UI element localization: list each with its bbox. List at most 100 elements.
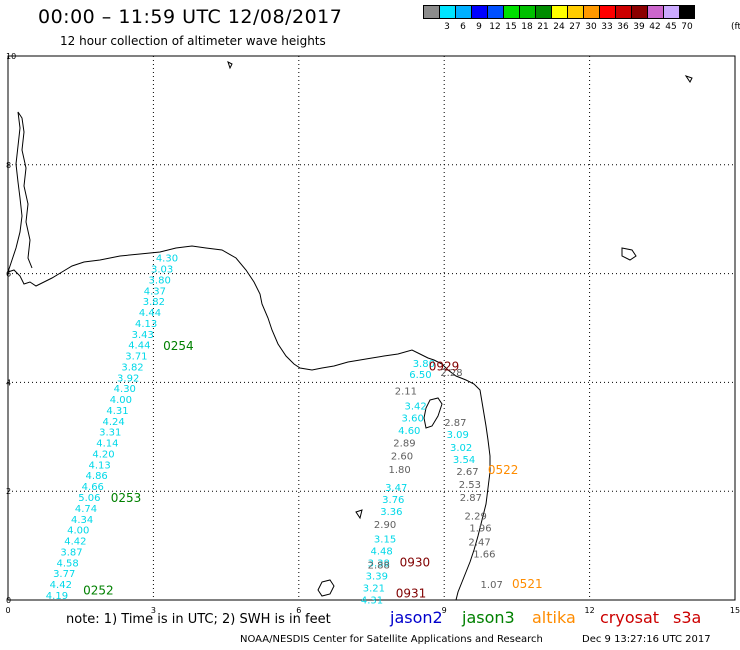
legend-label: 39 (633, 22, 645, 32)
legend-swatch (567, 5, 583, 19)
y-tick-label: 0 (6, 596, 11, 605)
wave-height-value: 3.38 (368, 558, 390, 569)
coastline-main (7, 245, 491, 601)
legend-label: 30 (585, 22, 597, 32)
map-frame (7, 55, 736, 601)
island-ne-1 (621, 247, 637, 261)
wave-height-value: 4.19 (46, 591, 68, 602)
legend-label: 18 (521, 22, 533, 32)
wave-height-value: 3.31 (99, 428, 121, 439)
legend-label: 33 (601, 22, 613, 32)
wave-height-value: 4.14 (96, 439, 118, 450)
legend-label: 27 (569, 22, 581, 32)
legend-swatch (599, 5, 615, 19)
wave-height-value: 2.11 (395, 386, 417, 397)
legend-swatch (535, 5, 551, 19)
wave-height-value: 1.66 (473, 550, 495, 561)
y-tick-label: 10 (6, 52, 16, 61)
wave-height-value: 4.44 (128, 341, 150, 352)
wave-height-value: 2.53 (459, 480, 481, 491)
legend-swatch (487, 5, 503, 19)
legend-label: 3 (444, 22, 450, 32)
coastline-west (7, 111, 33, 273)
satellite-s3a-label: s3a (673, 608, 702, 627)
pass-number-label: 0522 (488, 463, 519, 477)
legend-label: 36 (617, 22, 629, 32)
wave-height-value: 3.82 (143, 297, 165, 308)
x-tick-label: 6 (296, 606, 301, 615)
pass-number-label: 0252 (83, 584, 114, 598)
legend-swatch (471, 5, 487, 19)
wave-height-value: 3.15 (374, 534, 396, 545)
satellite-jason2-label: jason2 (390, 608, 443, 627)
x-tick-label: 9 (442, 606, 447, 615)
wave-height-value: 6.50 (409, 370, 431, 381)
legend-swatch (503, 5, 519, 19)
legend-label: 21 (537, 22, 549, 32)
wave-height-value: 3.39 (366, 571, 388, 582)
legend-swatch (647, 5, 663, 19)
satellite-tracks: 4.303.033.804.373.824.444.133.434.443.71… (46, 254, 543, 607)
wave-height-value: 4.60 (398, 426, 420, 437)
wave-height-value: 3.71 (125, 352, 147, 363)
wave-height-value: 2.87 (444, 418, 466, 429)
x-tick-label: 3 (151, 606, 156, 615)
satellite-altika-label: altika (532, 608, 576, 627)
wave-height-value: 4.37 (144, 286, 166, 297)
wave-height-value: 2.67 (456, 467, 478, 478)
legend-label: 45 (665, 22, 677, 32)
axis-tick-labels: 0 3 6 9 12 15 0 2 4 6 8 10 (5, 52, 740, 615)
wave-height-value: 2.60 (391, 452, 413, 463)
legend-swatch (679, 5, 695, 19)
legend-swatch (663, 5, 679, 19)
island-sw-1 (317, 579, 335, 597)
page-subtitle: 12 hour collection of altimeter wave hei… (60, 34, 326, 48)
wave-height-value: 4.00 (110, 395, 132, 406)
footnote: note: 1) Time is in UTC; 2) SWH is in fe… (66, 612, 331, 627)
wave-height-value: 2.87 (460, 493, 482, 504)
island-bay (423, 397, 443, 429)
wave-height-value: 4.44 (139, 308, 161, 319)
wave-height-value: 3.43 (132, 330, 154, 341)
wave-height-value: 4.42 (50, 580, 72, 591)
wave-height-value: 4.31 (106, 406, 128, 417)
legend-swatch (551, 5, 567, 19)
wave-height-value: 3.82 (121, 362, 143, 373)
wave-height-value: 3.21 (363, 583, 385, 594)
wave-height-value: 3.47 (385, 483, 407, 494)
pass-number-label: 0930 (400, 555, 431, 569)
wave-height-value: 4.31 (361, 595, 383, 606)
wave-height-value: 3.54 (453, 455, 475, 466)
legend-swatch (519, 5, 535, 19)
wave-height-value: 2.90 (374, 520, 396, 531)
legend-label: 15 (505, 22, 517, 32)
wave-height-value: 4.86 (86, 471, 108, 482)
island-n (227, 61, 233, 70)
legend-swatches (423, 5, 695, 19)
legend-swatch (583, 5, 599, 19)
wave-height-value: 4.34 (71, 515, 93, 526)
wave-height-value: 4.74 (75, 504, 97, 515)
wave-height-value: 4.13 (135, 319, 157, 330)
wave-height-value: 2.88 (368, 560, 390, 571)
wave-height-value: 4.00 (67, 526, 89, 537)
wave-height-value: 2.28 (440, 368, 462, 379)
legend-swatch (631, 5, 647, 19)
satellite-jason3-label: jason3 (462, 608, 515, 627)
wave-height-value: 5.06 (78, 493, 100, 504)
x-tick-label: 12 (585, 606, 595, 615)
legend-label: 24 (553, 22, 565, 32)
footer-timestamp: Dec 9 13:27:16 UTC 2017 (582, 634, 711, 645)
wave-height-value: 3.80 (413, 359, 435, 370)
x-tick-label: 15 (730, 606, 740, 615)
legend-swatch (423, 5, 439, 19)
legend-swatch (439, 5, 455, 19)
wave-height-value: 4.20 (92, 449, 114, 460)
legend-label: 9 (476, 22, 482, 32)
wave-height-value: 3.87 (60, 547, 82, 558)
wave-height-value: 3.80 (149, 275, 171, 286)
pass-number-label: 0253 (111, 491, 142, 505)
legend-labels: 3 6 9 12 15 18 21 24 27 30 33 36 39 42 45 70 (423, 22, 740, 34)
footer-credit: NOAA/NESDIS Center for Satellite Applica… (240, 634, 543, 645)
wave-height-value: 3.42 (404, 402, 426, 413)
